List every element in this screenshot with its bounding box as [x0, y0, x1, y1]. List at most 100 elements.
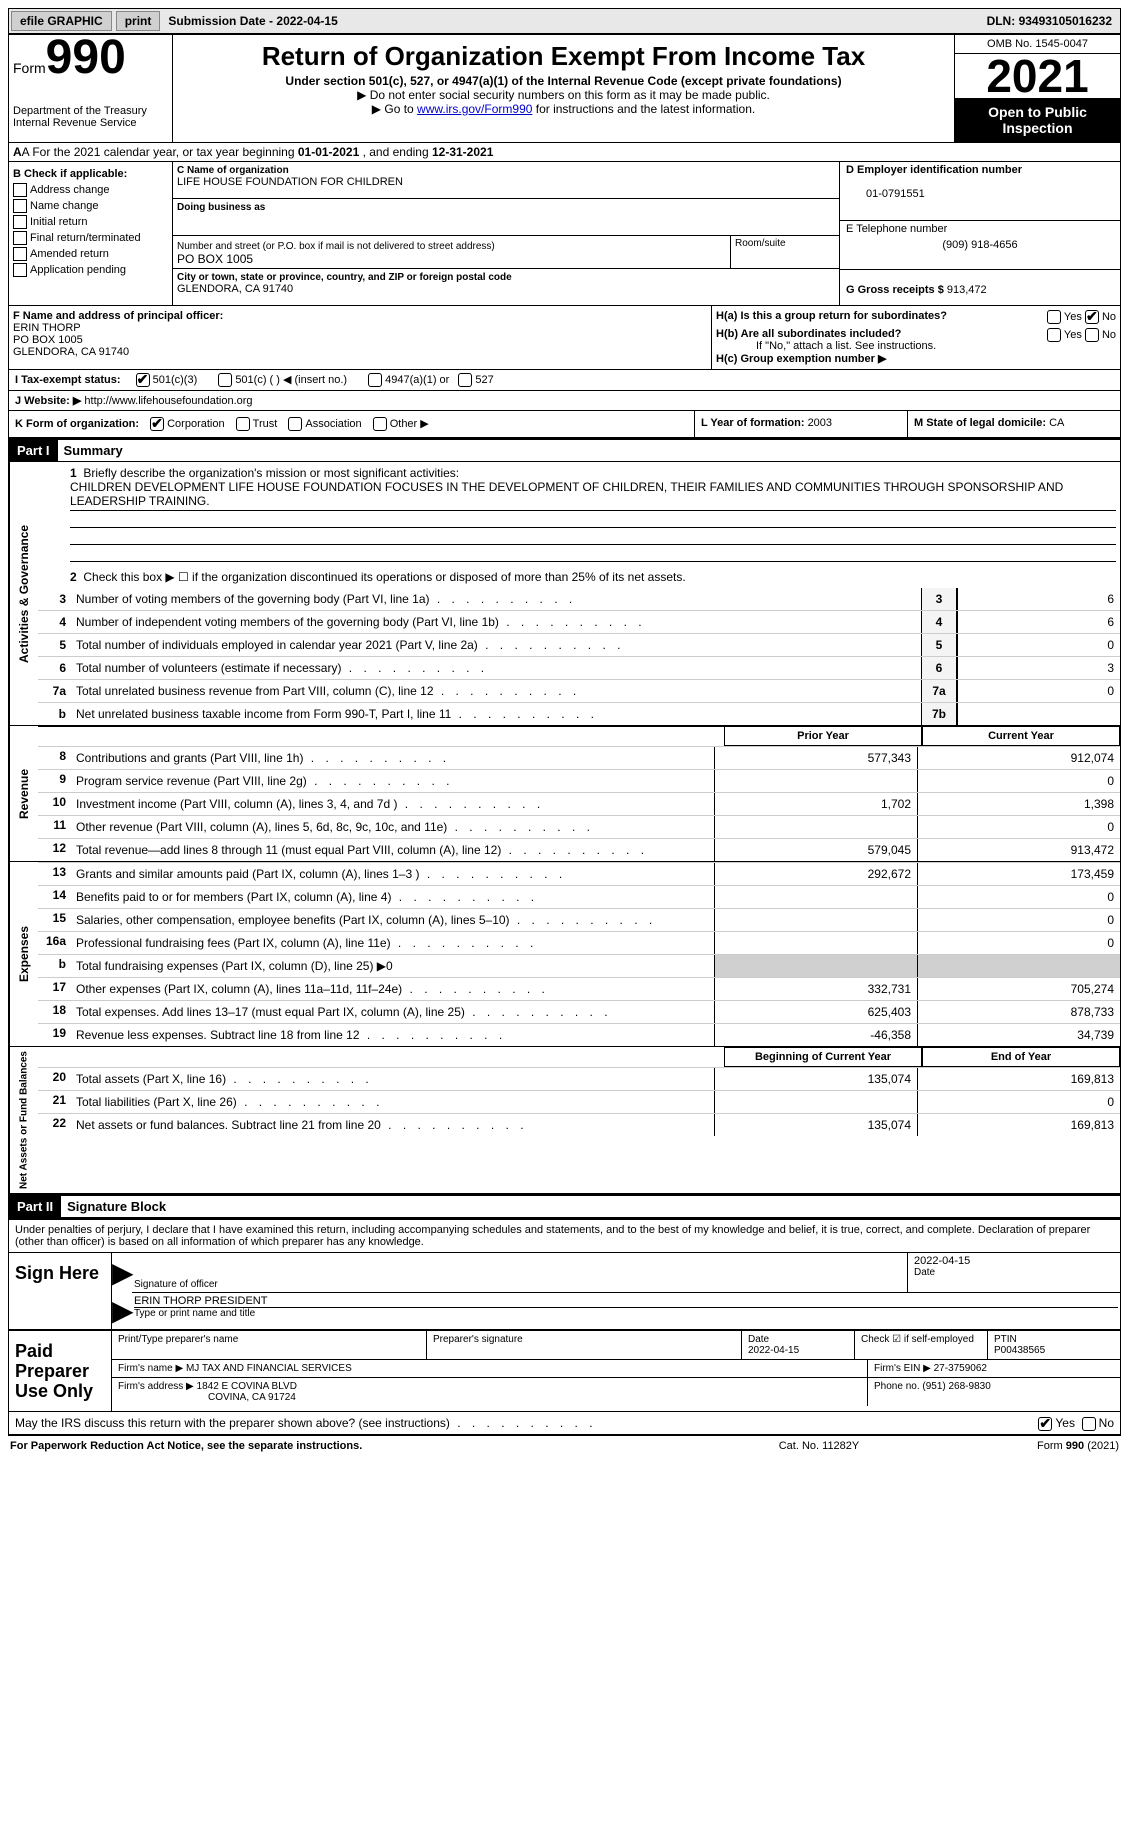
checkbox-final-return[interactable]	[13, 231, 27, 245]
cb-501c[interactable]	[218, 373, 232, 387]
firm-name: MJ TAX AND FINANCIAL SERVICES	[186, 1363, 352, 1374]
row-a-calendar-year: AA For the 2021 calendar year, or tax ye…	[8, 143, 1121, 162]
prep-date: 2022-04-15	[748, 1345, 799, 1356]
irs-link[interactable]: www.irs.gov/Form990	[417, 102, 532, 116]
line-1-mission: 1 Briefly describe the organization's mi…	[38, 462, 1120, 566]
line-15: 15Salaries, other compensation, employee…	[38, 908, 1120, 931]
section-expenses: Expenses 13Grants and similar amounts pa…	[8, 862, 1121, 1047]
cell-city: City or town, state or province, country…	[173, 269, 839, 305]
sign-here-label: Sign Here	[9, 1253, 111, 1329]
header-center: Return of Organization Exempt From Incom…	[173, 35, 954, 142]
perjury-declaration: Under penalties of perjury, I declare th…	[9, 1220, 1120, 1252]
cb-527[interactable]	[458, 373, 472, 387]
line-19: 19Revenue less expenses. Subtract line 1…	[38, 1023, 1120, 1046]
line-8: 8Contributions and grants (Part VIII, li…	[38, 746, 1120, 769]
block-fh: F Name and address of principal officer:…	[8, 306, 1121, 370]
cell-dba: Doing business as	[173, 199, 839, 236]
paid-preparer-label: Paid Preparer Use Only	[9, 1331, 111, 1411]
year-formation: 2003	[808, 417, 832, 429]
cell-room: Room/suite	[731, 236, 839, 268]
checkbox-address-change[interactable]	[13, 183, 27, 197]
tax-year: 2021	[955, 54, 1120, 98]
hdr-current-year: Current Year	[922, 726, 1120, 746]
submission-label: Submission Date - 2022-04-15	[168, 14, 337, 28]
cb-association[interactable]	[288, 417, 302, 431]
street-address: PO BOX 1005	[177, 252, 253, 266]
cb-4947[interactable]	[368, 373, 382, 387]
col-headers-prior-current: Prior Year Current Year	[38, 726, 1120, 746]
col-d-right: D Employer identification number 01-0791…	[839, 162, 1120, 305]
officer-name: ERIN THORP	[13, 322, 81, 334]
section-revenue: Revenue Prior Year Current Year 8Contrib…	[8, 726, 1121, 862]
side-activities: Activities & Governance	[9, 462, 38, 725]
cell-phone: E Telephone number (909) 918-4656	[840, 221, 1120, 270]
sig-arrow-2: ▶	[112, 1293, 132, 1329]
officer-name-title: ERIN THORP PRESIDENT	[134, 1295, 1118, 1307]
col-c-org-info: C Name of organization LIFE HOUSE FOUNDA…	[173, 162, 839, 305]
ha-yes[interactable]	[1047, 310, 1061, 324]
ha-no[interactable]	[1085, 310, 1099, 324]
sig-arrow-1: ▶	[112, 1253, 132, 1293]
top-toolbar: efile GRAPHIC print Submission Date - 20…	[8, 8, 1121, 34]
section-activities-governance: Activities & Governance 1 Briefly descri…	[8, 462, 1121, 726]
officer-addr1: PO BOX 1005	[13, 334, 83, 346]
print-button[interactable]: print	[116, 11, 161, 31]
checkbox-initial-return[interactable]	[13, 215, 27, 229]
hdr-begin-year: Beginning of Current Year	[724, 1047, 922, 1067]
line-20: 20Total assets (Part X, line 16)135,0741…	[38, 1067, 1120, 1090]
hb-no[interactable]	[1085, 328, 1099, 342]
org-name: LIFE HOUSE FOUNDATION FOR CHILDREN	[177, 176, 403, 188]
sig-date: 2022-04-15	[914, 1255, 1114, 1267]
footer-catno: Cat. No. 11282Y	[719, 1440, 919, 1452]
side-expenses: Expenses	[9, 862, 38, 1046]
part2-header-row: Part II Signature Block	[8, 1194, 1121, 1218]
sig-date-label: Date	[914, 1267, 1114, 1278]
cb-other[interactable]	[373, 417, 387, 431]
may-irs-discuss: May the IRS discuss this return with the…	[9, 1411, 1120, 1434]
row-klm: K Form of organization: Corporation Trus…	[8, 411, 1121, 438]
line-13: 13Grants and similar amounts paid (Part …	[38, 862, 1120, 885]
phone-value: (909) 918-4656	[846, 235, 1114, 251]
side-revenue: Revenue	[9, 726, 38, 861]
prep-name-label: Print/Type preparer's name	[118, 1334, 238, 1345]
signature-block: Under penalties of perjury, I declare th…	[8, 1218, 1121, 1435]
line-11: 11Other revenue (Part VIII, column (A), …	[38, 815, 1120, 838]
cb-501c3[interactable]	[136, 373, 150, 387]
cb-trust[interactable]	[236, 417, 250, 431]
hb-yes[interactable]	[1047, 328, 1061, 342]
line-9: 9Program service revenue (Part VIII, lin…	[38, 769, 1120, 792]
prep-sig-label: Preparer's signature	[433, 1334, 523, 1345]
dept-treasury: Department of the Treasury	[13, 105, 168, 117]
header-left: Form990 Department of the Treasury Inter…	[9, 35, 173, 142]
form-title: Return of Organization Exempt From Incom…	[181, 41, 946, 72]
line-12: 12Total revenue—add lines 8 through 11 (…	[38, 838, 1120, 861]
city-state-zip: GLENDORA, CA 91740	[177, 283, 293, 295]
form-990-page: efile GRAPHIC print Submission Date - 20…	[0, 0, 1129, 1464]
discuss-yes[interactable]	[1038, 1417, 1052, 1431]
col-f-officer: F Name and address of principal officer:…	[9, 306, 711, 369]
firm-addr2: COVINA, CA 91724	[118, 1392, 296, 1403]
firm-phone: (951) 268-9830	[922, 1381, 990, 1392]
col-h-group: H(a) Is this a group return for subordin…	[711, 306, 1120, 369]
discuss-no[interactable]	[1082, 1417, 1096, 1431]
cb-corporation[interactable]	[150, 417, 164, 431]
subtitle-2: ▶ Do not enter social security numbers o…	[181, 88, 946, 102]
ha-label: H(a) Is this a group return for subordin…	[716, 310, 947, 322]
efile-graphic-button[interactable]: efile GRAPHIC	[11, 11, 112, 31]
section-net-assets: Net Assets or Fund Balances Beginning of…	[8, 1047, 1121, 1194]
officer-addr2: GLENDORA, CA 91740	[13, 346, 129, 358]
checkbox-name-change[interactable]	[13, 199, 27, 213]
part1-badge: Part I	[9, 440, 58, 461]
part1-header-row: Part I Summary	[8, 438, 1121, 462]
row-j-website: J Website: ▶ http://www.lifehousefoundat…	[8, 391, 1121, 411]
line-b: bTotal fundraising expenses (Part IX, co…	[38, 954, 1120, 977]
part1-title: Summary	[58, 440, 129, 461]
checkbox-amended-return[interactable]	[13, 247, 27, 261]
block-bcd: B Check if applicable: Address change Na…	[8, 162, 1121, 306]
open-to-public: Open to Public Inspection	[955, 98, 1120, 142]
cell-gross: G Gross receipts $ 913,472	[840, 270, 1120, 298]
sig-officer-line: Signature of officer	[132, 1253, 907, 1293]
row-i-tax-status: I Tax-exempt status: 501(c)(3) 501(c) ( …	[8, 370, 1121, 391]
checkbox-application-pending[interactable]	[13, 263, 27, 277]
subtitle-3: ▶ Go to www.irs.gov/Form990 for instruct…	[181, 102, 946, 116]
